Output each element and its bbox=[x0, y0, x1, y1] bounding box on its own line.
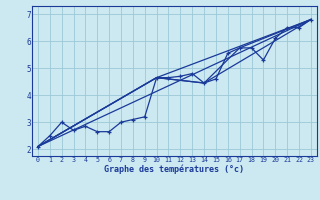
X-axis label: Graphe des températures (°c): Graphe des températures (°c) bbox=[104, 164, 244, 174]
